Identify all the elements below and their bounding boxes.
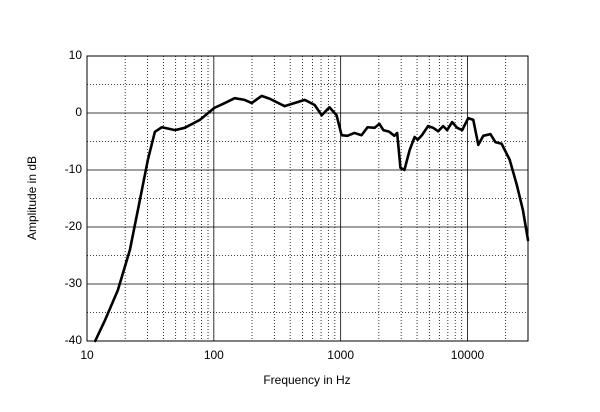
y-tick-label: -30 xyxy=(65,276,83,290)
x-axis-label: Frequency in Hz xyxy=(263,373,350,387)
response-line xyxy=(93,94,530,343)
y-axis-label: Amplitude in dB xyxy=(25,156,39,240)
y-tick-label: -40 xyxy=(65,333,83,347)
x-tick-label: 1000 xyxy=(327,348,354,362)
x-tick-label: 10 xyxy=(80,348,94,362)
y-tick-label: -20 xyxy=(65,219,83,233)
y-tick-label: 0 xyxy=(75,105,82,119)
y-tick-label: 10 xyxy=(69,48,83,62)
x-tick-label: 10000 xyxy=(451,348,485,362)
x-tick-label: 100 xyxy=(204,348,224,362)
plot-frame xyxy=(86,55,529,342)
y-tick-label: -10 xyxy=(65,162,83,176)
